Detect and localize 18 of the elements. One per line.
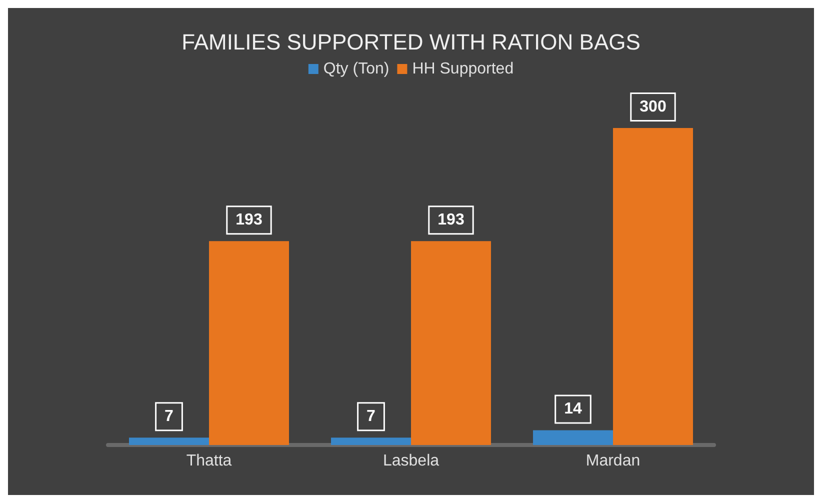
x-tick-label: Lasbela xyxy=(382,452,440,470)
bar xyxy=(533,430,613,445)
bar xyxy=(613,128,693,445)
data-label: 7 xyxy=(366,408,376,426)
chart-title: FAMILIES SUPPORTED WITH RATION BAGS xyxy=(182,30,640,54)
data-label: 300 xyxy=(640,98,666,116)
bar xyxy=(129,438,209,445)
legend-label: HH Supported xyxy=(412,60,514,78)
legend-label: Qty (Ton) xyxy=(323,60,390,78)
bar xyxy=(209,241,289,445)
x-tick-label: Thatta xyxy=(186,452,232,470)
data-label: 193 xyxy=(236,212,262,229)
x-tick-label: Mardan xyxy=(586,452,640,470)
data-label: 7 xyxy=(164,408,174,426)
bar xyxy=(331,438,411,445)
data-label: 14 xyxy=(564,400,582,418)
bar xyxy=(411,241,491,445)
data-label: 193 xyxy=(438,212,464,229)
